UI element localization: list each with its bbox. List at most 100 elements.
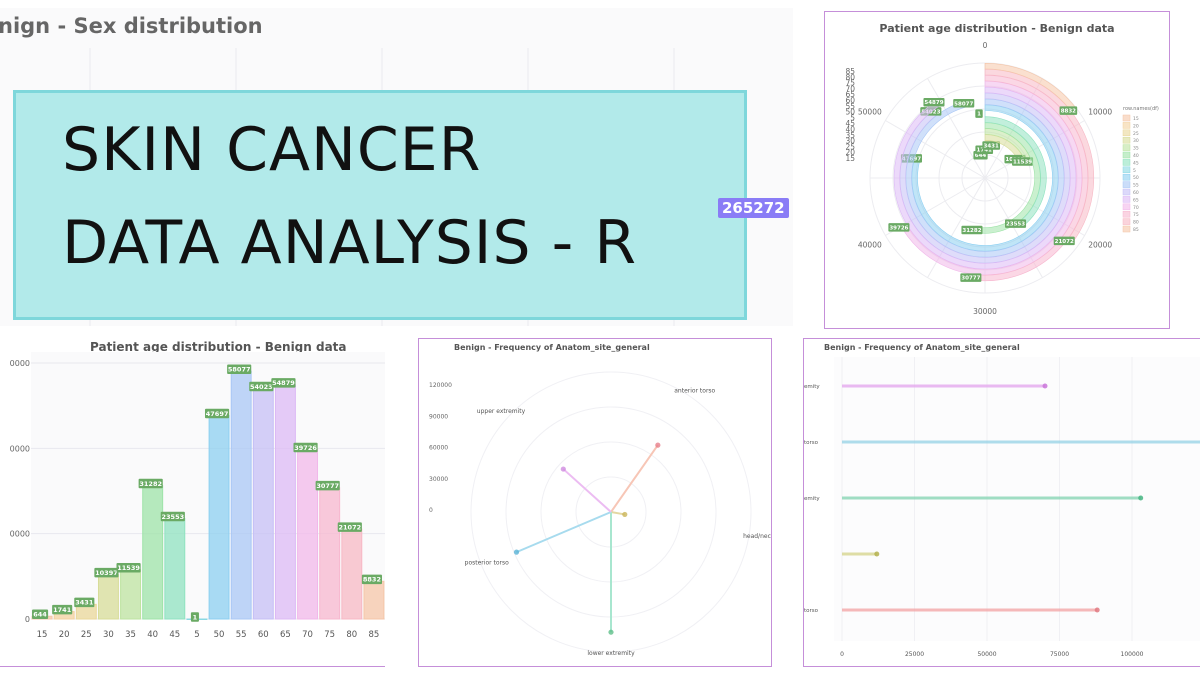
bar-chart: 0000000000000156442017412534313010397351… xyxy=(10,352,385,640)
polar-radial-label: 30 xyxy=(845,137,855,146)
title-banner: SKIN CANCER DATA ANALYSIS - R xyxy=(13,90,747,320)
polar-data-label: 31282 xyxy=(962,228,981,234)
bar xyxy=(341,528,363,620)
bar-x-tick: 55 xyxy=(236,630,247,640)
bar-data-label-bg xyxy=(116,563,141,573)
radar-grid-ring xyxy=(470,371,752,653)
bar-data-label-bg xyxy=(249,381,274,392)
bar-data-label: 1 xyxy=(193,613,198,621)
radar-point xyxy=(560,466,566,472)
lollipop-y-label: emity xyxy=(804,384,820,390)
polar-legend-swatch xyxy=(1122,210,1131,218)
polar-legend-label: 45 xyxy=(1133,160,1139,166)
bar-data-label: 58077 xyxy=(228,366,251,374)
bar-data-label-bg xyxy=(32,609,49,620)
bar-y-tick: 0000 xyxy=(10,530,30,539)
polar-data-label: 1 xyxy=(977,112,981,118)
bar-data-label-bg xyxy=(315,480,340,491)
bar-data-label: 47697 xyxy=(206,410,229,418)
bar-data-label: 10397 xyxy=(95,569,118,577)
bar-x-tick: 35 xyxy=(125,630,136,640)
polar-radial-label: 5 xyxy=(850,113,855,122)
polar-legend-label: 60 xyxy=(1133,190,1139,196)
polar-data-label-bg xyxy=(923,97,945,107)
bar xyxy=(120,569,142,620)
polar-angle-tick: 30000 xyxy=(973,307,997,316)
bar xyxy=(319,487,341,620)
polar-radial-label: 70 xyxy=(845,84,855,93)
bar xyxy=(142,485,164,620)
polar-age-chart-panel: Patient age distribution - Benign data 0… xyxy=(824,11,1170,329)
bar-data-label-bg xyxy=(74,597,95,608)
polar-legend-label: 15 xyxy=(1133,116,1139,122)
anatom-site-radar-panel: Benign - Frequency of Anatom_site_genera… xyxy=(418,338,772,667)
polar-legend-swatch xyxy=(1122,218,1131,225)
bar-data-label: 31282 xyxy=(139,480,162,488)
bar-data-label-bg xyxy=(138,478,163,489)
bar-y-tick: 0000 xyxy=(10,359,30,368)
radar-axis-label: upper extremity xyxy=(477,408,526,415)
bar-x-tick: 20 xyxy=(59,630,70,640)
radar-axis-label: lower extremity xyxy=(587,650,635,657)
radar-axis-label: head/neck xyxy=(743,533,771,540)
polar-radial-label: 40 xyxy=(845,125,855,134)
polar-legend-swatch xyxy=(1122,181,1131,188)
radar-chart: 0 30000 60000 90000 120000 anterior torso head… xyxy=(429,371,771,657)
polar-data-label: 1741 xyxy=(977,148,992,154)
bar-data-label: 30777 xyxy=(316,482,339,490)
polar-legend-swatch xyxy=(1122,188,1131,196)
radar-point xyxy=(622,511,628,518)
polar-radial-label: 15 xyxy=(845,154,855,163)
bar-data-label: 644 xyxy=(33,611,47,619)
bar-chart-title: Patient age distribution - Benign data xyxy=(90,340,347,354)
polar-data-label-bg xyxy=(1053,236,1075,246)
polar-legend-label: 55 xyxy=(1133,183,1139,189)
radar-r-tick: 90000 xyxy=(429,413,448,420)
sex-chart-title: nign - Sex distribution xyxy=(0,14,263,38)
polar-angle-tick: 20000 xyxy=(1088,241,1112,250)
bar xyxy=(230,370,252,620)
polar-chart-title: Patient age distribution - Benign data xyxy=(879,22,1115,35)
bar xyxy=(363,580,385,620)
polar-radial-label: 55 xyxy=(845,102,855,111)
polar-legend-label: 80 xyxy=(1133,220,1139,226)
radar-chart-title: Benign - Frequency of Anatom_site_genera… xyxy=(454,343,650,352)
bar xyxy=(97,574,119,620)
polar-legend-label: 85 xyxy=(1133,227,1139,233)
bar-x-tick: 65 xyxy=(280,630,291,640)
bar-x-tick: 5 xyxy=(194,630,199,640)
bar xyxy=(274,384,296,620)
polar-data-label: 39726 xyxy=(889,225,908,231)
bar-data-label: 39726 xyxy=(294,444,317,452)
lollipop-dot xyxy=(874,551,880,557)
polar-legend-swatch xyxy=(1122,225,1131,233)
polar-legend-label: 65 xyxy=(1133,197,1139,203)
bar-y-tick: 0 xyxy=(25,615,30,624)
polar-radial-label: 45 xyxy=(845,119,855,128)
bar-x-tick: 70 xyxy=(302,630,313,640)
polar-data-label-bg xyxy=(1059,106,1078,115)
polar-legend-label: 30 xyxy=(1133,138,1139,144)
bar-data-label: 1741 xyxy=(53,606,72,614)
lollipop-y-label: torso xyxy=(804,608,819,614)
banner-line-1: SKIN CANCER xyxy=(62,115,482,185)
radar-spoke xyxy=(610,444,659,513)
polar-legend-swatch xyxy=(1122,173,1131,181)
polar-angle-tick: 10000 xyxy=(1088,108,1112,117)
polar-legend-title: row.names(df) xyxy=(1123,106,1159,112)
bar-data-label-bg xyxy=(337,522,362,532)
polar-data-label: 54879 xyxy=(924,100,943,106)
bar-data-label-bg xyxy=(227,364,252,374)
radar-point xyxy=(513,549,520,555)
lollipop-chart: 0 25000 50000 75000 100000 emity torso emity tor… xyxy=(804,357,1200,658)
polar-radial-label: 50 xyxy=(845,108,855,117)
polar-chart: 0100002000030000400005000064417413431103… xyxy=(845,41,1159,316)
lollipop-x-tick: 75000 xyxy=(1050,651,1069,658)
polar-legend-label: 25 xyxy=(1133,131,1139,137)
radar-r-tick: 0 xyxy=(429,507,433,514)
lollipop-chart-title: Benign - Frequency of Anatom_site_genera… xyxy=(824,343,1020,352)
polar-data-label: 23553 xyxy=(1006,222,1025,228)
bar-x-tick: 15 xyxy=(37,630,48,640)
lollipop-x-tick: 50000 xyxy=(977,651,996,658)
lollipop-x-tick: 100000 xyxy=(1121,651,1144,658)
